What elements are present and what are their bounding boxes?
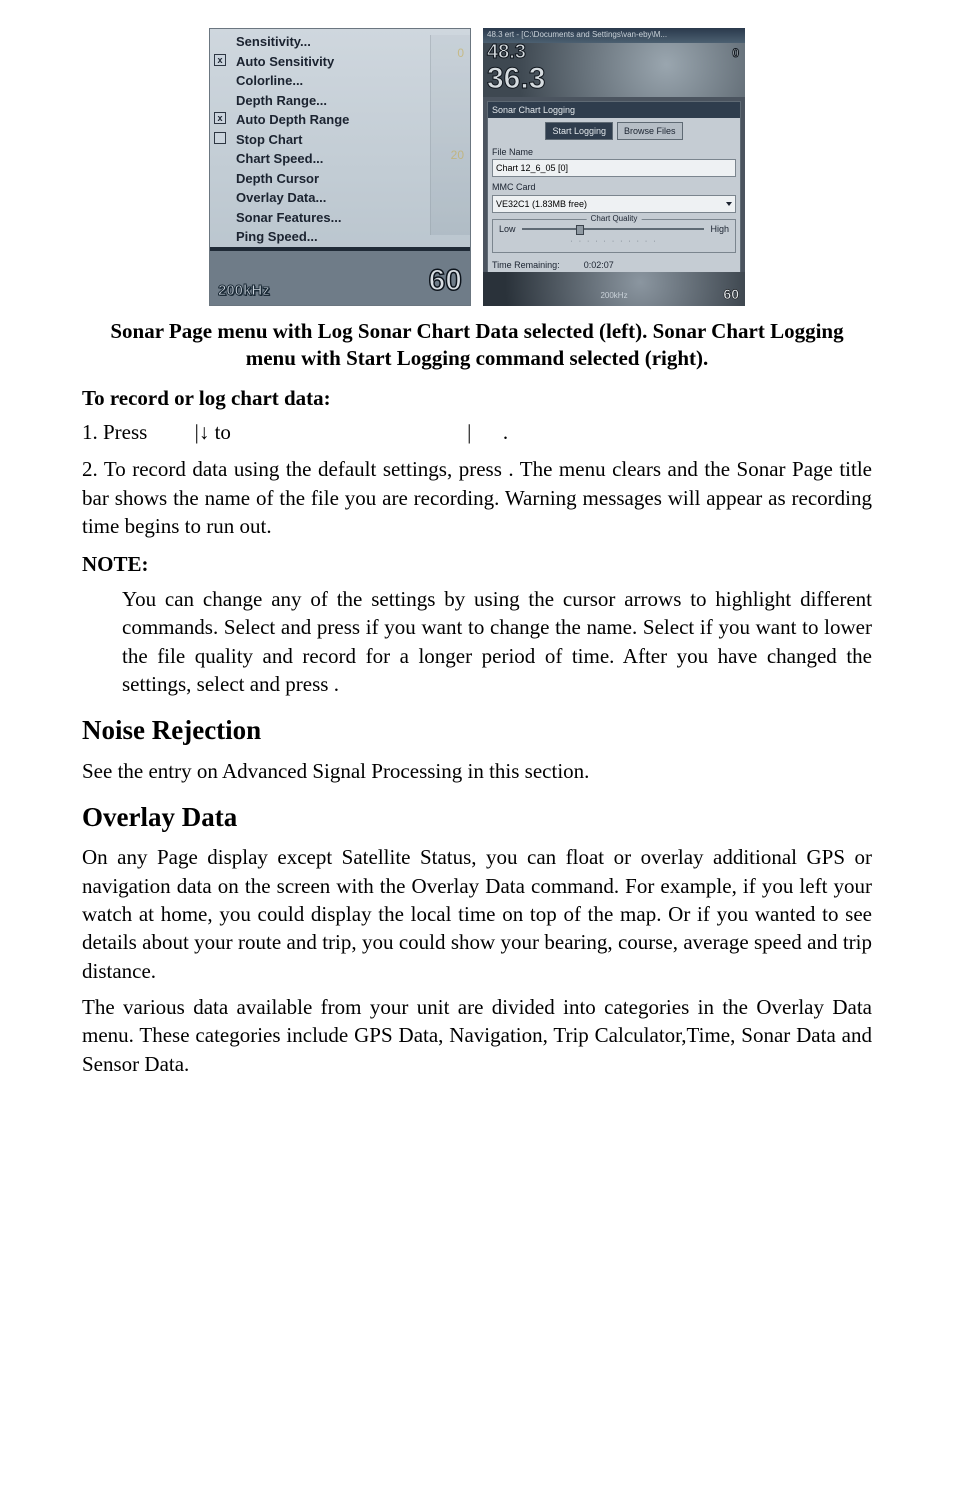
paragraph-noise: See the entry on Advanced Signal Process… <box>82 757 872 785</box>
chart-quality-group: Chart Quality Low High · · · · · · · · ·… <box>492 219 736 254</box>
quality-low-label: Low <box>499 223 516 235</box>
dialog-button-row: Start Logging Browse Files <box>492 122 736 140</box>
depth-readout: 60 <box>723 285 739 304</box>
logging-dialog: Sonar Chart Logging Start Logging Browse… <box>487 101 741 277</box>
menu-list: Sensitivity... x Auto Sensitivity Colorl… <box>210 29 470 267</box>
depth-header: 48.3 36.3 0 <box>483 43 745 97</box>
heading-record: To record or log chart data: <box>82 384 872 412</box>
figure-caption: Sonar Page menu with Log Sonar Chart Dat… <box>102 318 852 372</box>
menu-item-label: Stop Chart <box>236 132 302 147</box>
checkbox-icon: x <box>214 54 226 66</box>
freq-readout: 200kHz <box>600 291 627 302</box>
zero-mark: 0 <box>732 45 739 61</box>
dropdown-icon <box>726 202 732 206</box>
menu-sonar-features[interactable]: Sonar Features... <box>210 208 470 228</box>
paragraph-overlay-2: The various data available from your uni… <box>82 993 872 1078</box>
file-name-label: File Name <box>492 146 736 158</box>
checkbox-icon <box>214 132 226 144</box>
menu-ping-speed[interactable]: Ping Speed... <box>210 227 470 247</box>
sonar-menu-screenshot: 0 20 Sensitivity... x Auto Sensitivity C… <box>209 28 471 306</box>
time-remaining-value: 0:02:07 <box>584 259 614 271</box>
menu-overlay-data[interactable]: Overlay Data... <box>210 188 470 208</box>
mmc-card-field[interactable]: VE32C1 (1.83MB free) <box>492 195 736 213</box>
paragraph-overlay-1: On any Page display except Satellite Sta… <box>82 843 872 985</box>
checkbox-icon: x <box>214 112 226 124</box>
menu-stop-chart[interactable]: Stop Chart <box>210 130 470 150</box>
left-panel-footer: 200kHz 60 <box>210 251 470 305</box>
freq-readout: 200kHz <box>218 281 270 301</box>
heading-overlay-data: Overlay Data <box>82 799 872 835</box>
quality-slider[interactable] <box>522 228 705 230</box>
step-1: 1. Press |↓ to | . <box>82 418 872 447</box>
step-1a: 1. Press <box>82 420 153 444</box>
file-name-value: Chart 12_6_05 [0] <box>496 162 568 174</box>
menu-depth-range[interactable]: Depth Range... <box>210 91 470 111</box>
chart-quality-title: Chart Quality <box>587 214 642 225</box>
step-1b: to <box>209 420 236 444</box>
menu-depth-cursor[interactable]: Depth Cursor <box>210 169 470 189</box>
menu-chart-speed[interactable]: Chart Speed... <box>210 149 470 169</box>
note-body: You can change any of the settings by us… <box>122 585 872 698</box>
menu-item-label: Auto Depth Range <box>236 112 349 127</box>
dialog-title: Sonar Chart Logging <box>488 102 740 118</box>
note-label: NOTE: <box>82 550 872 578</box>
depth-value-2: 36.3 <box>487 59 545 100</box>
start-logging-button[interactable]: Start Logging <box>545 122 613 140</box>
heading-noise-rejection: Noise Rejection <box>82 712 872 748</box>
depth-readout: 60 <box>429 261 462 302</box>
menu-sensitivity[interactable]: Sensitivity... <box>210 32 470 52</box>
right-panel-footer: 200kHz 60 <box>483 272 745 306</box>
quality-high-label: High <box>710 223 729 235</box>
figure-row: 0 20 Sensitivity... x Auto Sensitivity C… <box>82 28 872 306</box>
down-arrow-icon: ↓ <box>199 419 210 447</box>
menu-item-label: Auto Sensitivity <box>236 54 334 69</box>
menu-colorline[interactable]: Colorline... <box>210 71 470 91</box>
time-remaining-row: Time Remaining: 0:02:07 <box>492 259 736 271</box>
slider-ticks: · · · · · · · · · · · <box>499 237 729 246</box>
step-2: 2. To record data using the default sett… <box>82 455 872 540</box>
file-name-field[interactable]: Chart 12_6_05 [0] <box>492 159 736 177</box>
menu-auto-sensitivity[interactable]: x Auto Sensitivity <box>210 52 470 72</box>
mmc-card-value: VE32C1 (1.83MB free) <box>496 198 587 210</box>
sonar-chart-logging-screenshot: 48.3 ert - [C:\Documents and Settings\va… <box>483 28 745 306</box>
browse-files-button[interactable]: Browse Files <box>617 122 683 140</box>
menu-auto-depth-range[interactable]: x Auto Depth Range <box>210 110 470 130</box>
mmc-card-label: MMC Card <box>492 181 736 193</box>
time-remaining-label: Time Remaining: <box>492 259 560 271</box>
